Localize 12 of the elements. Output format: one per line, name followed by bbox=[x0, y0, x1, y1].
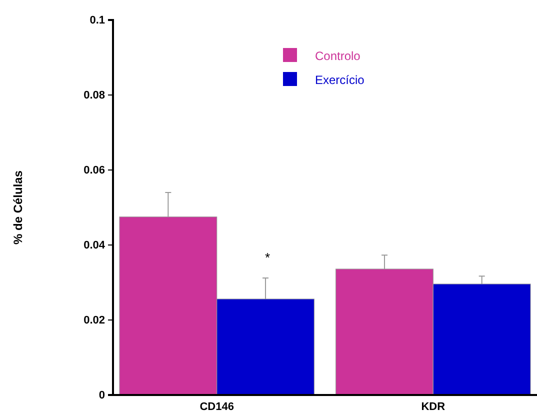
legend-label: Exercício bbox=[315, 73, 365, 87]
x-tick-label: CD146 bbox=[200, 401, 234, 414]
y-tick-label: 0.08 bbox=[84, 90, 105, 102]
y-tick-label: 0.04 bbox=[84, 240, 106, 252]
x-tick-label: KDR bbox=[421, 401, 446, 414]
y-tick-label: 0.06 bbox=[84, 164, 105, 177]
y-tick-label: 0 bbox=[98, 390, 105, 402]
annotation: * bbox=[264, 250, 270, 265]
y-tick-label: 0.1 bbox=[90, 14, 105, 27]
y-axis-title: % de Células bbox=[11, 170, 25, 245]
y-tick-label: 0.02 bbox=[84, 314, 105, 327]
legend-label: Controlo bbox=[315, 49, 361, 63]
